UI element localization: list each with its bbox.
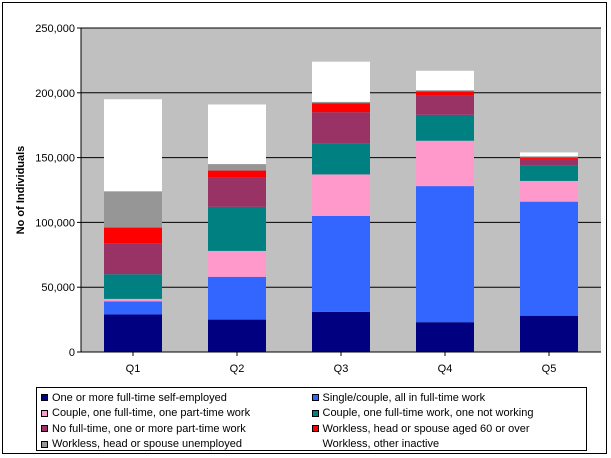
legend-label: Workless, head or spouse aged 60 or over — [322, 422, 530, 435]
bar-segment-q2-s6 — [208, 170, 266, 178]
legend-swatch — [41, 409, 48, 417]
bar-segment-q2-s7 — [208, 164, 266, 171]
legend-item: Couple, one full-time, one part-time wor… — [41, 406, 312, 422]
y-tick-label: 100,000 — [35, 217, 75, 229]
legend-item: Workless, head or spouse aged 60 or over — [311, 421, 583, 437]
y-tick-label: 50,000 — [41, 282, 75, 294]
bar-segment-q5-s1 — [520, 315, 578, 352]
y-axis-title: No of Individuals — [15, 146, 27, 235]
y-tick-label: 0 — [69, 347, 75, 359]
y-tick-label: 150,000 — [35, 153, 75, 165]
bar-segment-q5-s5 — [520, 158, 578, 166]
bar-segment-q3-s8 — [312, 61, 370, 102]
bar-segment-q2-s8 — [208, 104, 266, 165]
legend-label: No full-time, one or more part-time work — [52, 422, 246, 435]
bar-segment-q4-s1 — [416, 322, 474, 352]
legend-item: Workless, other inactive — [311, 437, 583, 453]
legend-label: One or more full-time self-employed — [52, 391, 227, 404]
bar-segment-q1-s8 — [104, 99, 162, 192]
bar-segment-q1-s7 — [104, 191, 162, 228]
bar-segment-q1-s1 — [104, 314, 162, 352]
bar-segment-q3-s2 — [312, 215, 370, 312]
bar-segment-q2-s1 — [208, 319, 266, 352]
x-tick-label: Q4 — [438, 363, 453, 375]
y-tick-label: 200,000 — [35, 88, 75, 100]
legend: One or more full-time self-employed Singl… — [36, 387, 587, 451]
bar-segment-q4-s5 — [416, 95, 474, 115]
bar-segment-q1-s3 — [104, 298, 162, 302]
legend-item: Single/couple, all in full-time work — [311, 390, 583, 406]
bar-segment-q1-s5 — [104, 243, 162, 275]
bar-segment-q2-s3 — [208, 250, 266, 277]
legend-swatch — [311, 394, 319, 402]
legend-item: No full-time, one or more part-time work — [41, 421, 312, 437]
legend-swatch — [41, 440, 48, 448]
bar-segment-q5-s7 — [520, 156, 578, 158]
bar-segment-q1-s4 — [104, 274, 162, 299]
bar-segment-q4-s4 — [416, 114, 474, 141]
bar-segment-q3-s1 — [312, 311, 370, 352]
bar-segment-q4-s7 — [416, 90, 474, 92]
bar-segment-q5-s4 — [520, 165, 578, 181]
bar-segment-q4-s8 — [416, 70, 474, 91]
legend-swatch — [311, 440, 319, 448]
bar-segment-q3-s7 — [312, 101, 370, 104]
legend-label: Workless, head or spouse unemployed — [52, 438, 242, 451]
legend-swatch — [41, 425, 48, 433]
bar-segment-q4-s3 — [416, 140, 474, 187]
bar-segment-q2-s5 — [208, 177, 266, 207]
legend-swatch — [41, 394, 48, 402]
legend-label: Workless, other inactive — [322, 438, 440, 451]
legend-swatch — [311, 409, 319, 417]
x-tick-label: Q3 — [334, 363, 349, 375]
bar-segment-q5-s8 — [520, 152, 578, 157]
legend-label: Couple, one full-time, one part-time wor… — [52, 407, 251, 420]
bar-segment-q4-s6 — [416, 91, 474, 96]
bar-segment-q2-s2 — [208, 276, 266, 320]
legend-label: Couple, one full-time work, one not work… — [322, 407, 534, 420]
legend-item: Couple, one full-time work, one not work… — [311, 406, 583, 422]
y-tick-label: 250,000 — [35, 23, 75, 35]
x-tick-label: Q5 — [542, 363, 557, 375]
bar-segment-q2-s4 — [208, 206, 266, 251]
bar-segment-q5-s3 — [520, 180, 578, 202]
bar-segment-q5-s2 — [520, 201, 578, 316]
bar-segment-q5-s6 — [520, 157, 578, 159]
bar-segment-q3-s3 — [312, 174, 370, 216]
bar-segment-q3-s4 — [312, 143, 370, 175]
legend-swatch — [311, 425, 319, 433]
x-tick-label: Q1 — [126, 363, 141, 375]
bar-segment-q3-s6 — [312, 103, 370, 113]
x-tick-label: Q2 — [230, 363, 245, 375]
bar-segment-q1-s2 — [104, 301, 162, 315]
bar-segment-q1-s6 — [104, 227, 162, 244]
bar-segment-q4-s2 — [416, 186, 474, 323]
legend-item: One or more full-time self-employed — [41, 390, 312, 406]
bar-segment-q3-s5 — [312, 112, 370, 144]
legend-label: Single/couple, all in full-time work — [322, 391, 486, 404]
legend-item: Workless, head or spouse unemployed — [41, 437, 312, 453]
